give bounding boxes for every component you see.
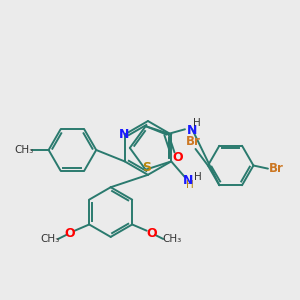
Text: O: O	[64, 227, 75, 240]
Text: N: N	[183, 173, 193, 187]
Text: N: N	[187, 124, 197, 137]
Text: Br: Br	[269, 162, 284, 175]
Text: H: H	[194, 172, 202, 182]
Text: O: O	[172, 151, 183, 164]
Text: S: S	[142, 161, 151, 174]
Text: CH₃: CH₃	[162, 234, 181, 244]
Text: N: N	[118, 128, 129, 141]
Text: H: H	[186, 180, 194, 190]
Text: H: H	[194, 118, 201, 128]
Text: CH₃: CH₃	[14, 145, 33, 155]
Text: O: O	[146, 227, 157, 240]
Text: CH₃: CH₃	[40, 234, 59, 244]
Text: Br: Br	[186, 135, 201, 148]
